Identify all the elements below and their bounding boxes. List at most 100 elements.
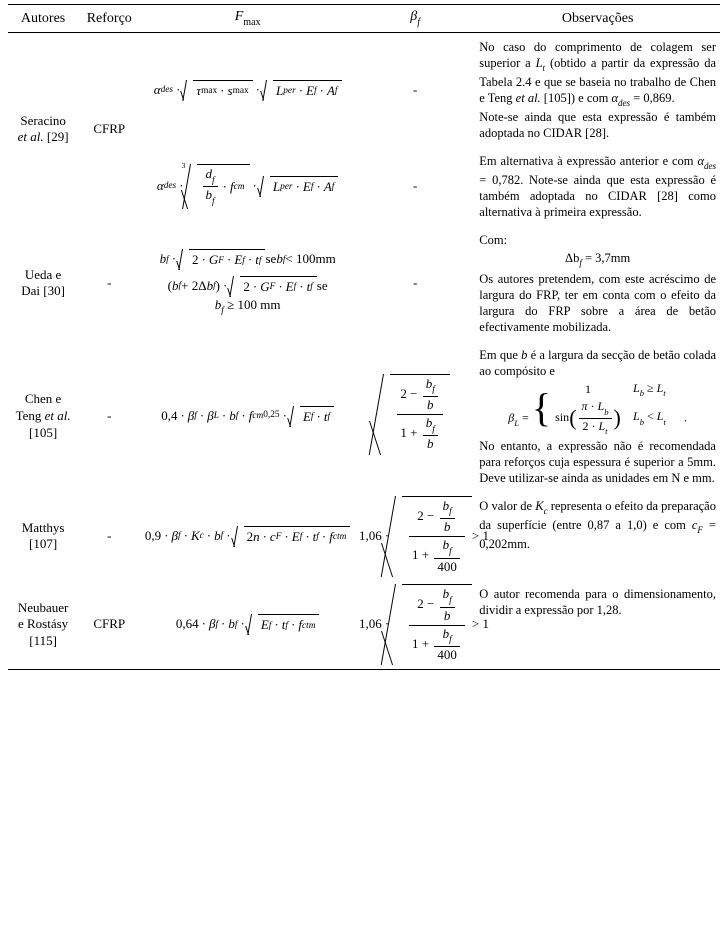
t: ctm — [302, 621, 316, 633]
row-chen: Chen e Teng et al. [105] - 0,4· βf· βL· … — [8, 341, 720, 492]
t: [107] — [29, 536, 57, 551]
t: Com: — [479, 233, 507, 247]
t: f — [212, 197, 215, 207]
t: f — [579, 258, 582, 268]
cell-neubauer-author: Neubauer e Rostásy [115] — [8, 580, 78, 669]
fmax-sym: F — [235, 9, 244, 24]
t: f — [269, 621, 272, 633]
t: = 3,7mm — [582, 251, 630, 265]
t: A — [327, 83, 335, 100]
t: [29] — [44, 129, 69, 144]
cell-neubauer-obs: O autor recomenda para o dimensionamento… — [475, 580, 720, 669]
t: f — [283, 255, 286, 267]
t: f — [327, 412, 330, 424]
t: 2 − — [400, 386, 420, 401]
t: 1 + — [412, 547, 432, 562]
t: 400 — [434, 648, 460, 663]
t: L — [633, 409, 640, 423]
t: [105] — [29, 425, 57, 440]
t: Os autores pretendem, com este acréscimo… — [479, 272, 716, 334]
t: 0,9 — [145, 528, 161, 545]
t: < 100mm — [285, 251, 335, 268]
row-seracino-1: Seracino et al. [29] CFRP αdes · τmax · … — [8, 32, 720, 147]
t: f — [449, 507, 452, 517]
t: se — [265, 251, 276, 268]
cell-seracino-obs-1: No caso do comprimento de colagem ser su… — [475, 32, 720, 147]
t: 1 — [553, 382, 623, 397]
t: π — [582, 399, 588, 413]
t: No entanto, a expressão não é recomendad… — [479, 439, 716, 485]
t: Chen e — [25, 391, 61, 406]
th-fmax: Fmax — [140, 5, 355, 33]
t: f — [194, 411, 197, 423]
t: f — [259, 256, 262, 268]
t: f — [215, 620, 218, 632]
t: cm — [252, 411, 263, 423]
t: f — [432, 385, 435, 395]
t: Em alternativa à expressão anterior e co… — [479, 154, 697, 168]
cell-matthys-beta: 1,06· 2 − bf b — [355, 492, 475, 581]
t: L — [536, 56, 543, 70]
page: Autores Reforço Fmax βf Observações Sera… — [0, 0, 728, 682]
cell-seracino-fmax-2: αdes · 3 df bf · fcm · — [140, 147, 355, 226]
cell-ueda-author: Ueda e Dai [30] — [8, 226, 78, 341]
cell-ueda-reforco: - — [78, 226, 140, 341]
th-betaf: βf — [355, 5, 475, 33]
cell-ueda-beta: - — [355, 226, 475, 341]
cell-chen-reforco: - — [78, 341, 140, 492]
t: α — [154, 82, 161, 99]
t: b — [427, 397, 434, 412]
t: O valor de — [479, 499, 535, 513]
t: 0,64 — [176, 616, 199, 633]
sqrt-icon: 2 − bf b 1 + — [392, 584, 472, 665]
t: E — [234, 252, 242, 269]
t: c — [200, 531, 204, 543]
betaf-sub: f — [417, 17, 420, 28]
th-autores: Autores — [8, 5, 78, 33]
t: > 1 — [472, 616, 489, 633]
t: max — [201, 86, 217, 98]
seracino-formula-1: αdes · τmax · smax · Lper · Ef — [154, 80, 342, 101]
t: Δb — [565, 251, 579, 265]
t: G — [260, 279, 269, 296]
t: b — [640, 417, 644, 427]
cell-seracino-fmax-1: αdes · τmax · smax · Lper · Ef — [140, 32, 355, 147]
t: Ueda e — [25, 267, 61, 282]
t: G — [209, 252, 218, 269]
t: b — [444, 519, 451, 534]
t: f — [332, 182, 335, 194]
t: t — [605, 426, 607, 436]
t: per — [283, 86, 295, 98]
piecewise-icon: { 1 Lb ≥ Lt sin ( π · Lb — [532, 381, 681, 436]
seracino-formula-2: αdes · 3 df bf · fcm · — [157, 164, 338, 209]
t: f — [221, 531, 224, 543]
t: f — [314, 86, 317, 98]
t: cm — [234, 182, 245, 194]
t: f — [449, 635, 452, 645]
cell-matthys-author: Matthys [107] — [8, 492, 78, 581]
t: 1,06 — [359, 616, 382, 633]
t: 400 — [434, 560, 460, 575]
sqrt-icon: 2· GF· Ef· tf — [179, 249, 265, 270]
t: F — [218, 256, 224, 268]
sqrt-icon: 2n· cF· Ef· tf· fctm — [234, 526, 351, 547]
cell-seracino-beta-1: - — [355, 32, 475, 147]
t: f — [335, 86, 338, 98]
sqrt-icon: 2 − bf b 1 + — [392, 496, 472, 577]
t: L — [514, 418, 519, 428]
t: L — [214, 411, 219, 423]
t: Em que — [479, 348, 521, 362]
t: 0,25 — [263, 410, 279, 422]
fmax-sub: max — [243, 17, 260, 28]
t: F — [270, 282, 276, 294]
t: E — [292, 529, 300, 546]
cell-chen-author: Chen e Teng et al. [105] — [8, 341, 78, 492]
t: des — [164, 181, 176, 193]
t: b — [427, 436, 434, 451]
t: f — [213, 281, 216, 293]
t: e Rostásy — [18, 616, 68, 631]
t: 1,06 — [359, 528, 382, 545]
t: = 0,782. Note-se ainda que esta expressã… — [479, 173, 716, 219]
t: α — [157, 178, 164, 195]
cell-ueda-obs: Com: Δbf = 3,7mm Os autores pretendem, c… — [475, 226, 720, 341]
